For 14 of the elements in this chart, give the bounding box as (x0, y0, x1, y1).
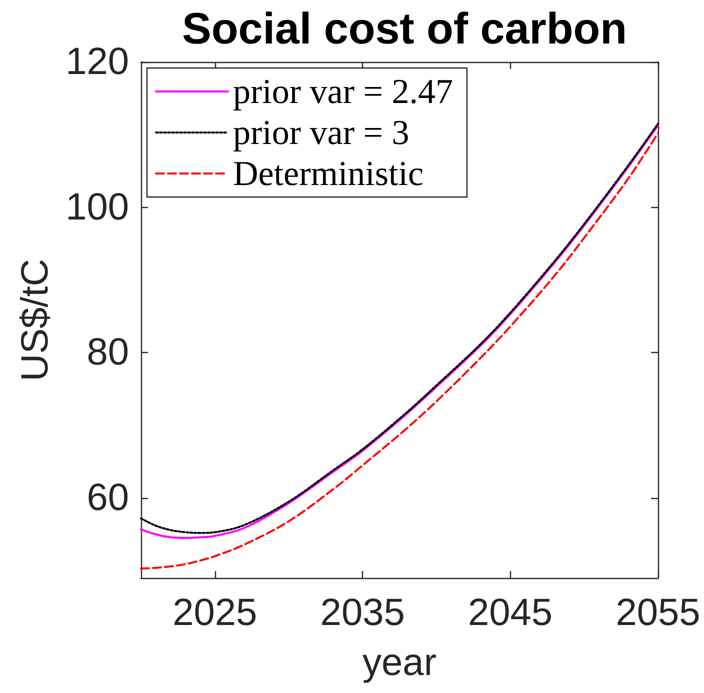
legend-label: prior var = 3 (233, 113, 410, 152)
x-axis-title: year (362, 642, 437, 684)
chart-title: Social cost of carbon (182, 4, 627, 54)
x-tick-label: 2055 (616, 592, 700, 634)
x-tick-label: 2025 (172, 592, 258, 634)
legend-label: Deterministic (233, 154, 424, 193)
x-tick-label: 2035 (320, 592, 405, 634)
y-tick-label: 60 (86, 477, 129, 520)
y-tick-label: 120 (66, 41, 129, 83)
y-tick-label: 80 (86, 332, 129, 374)
y-tick-label: 100 (66, 186, 129, 228)
legend-label: prior var = 2.47 (233, 72, 453, 111)
y-axis-title: US$/tC (14, 258, 57, 382)
x-tick-label: 2045 (468, 592, 553, 634)
